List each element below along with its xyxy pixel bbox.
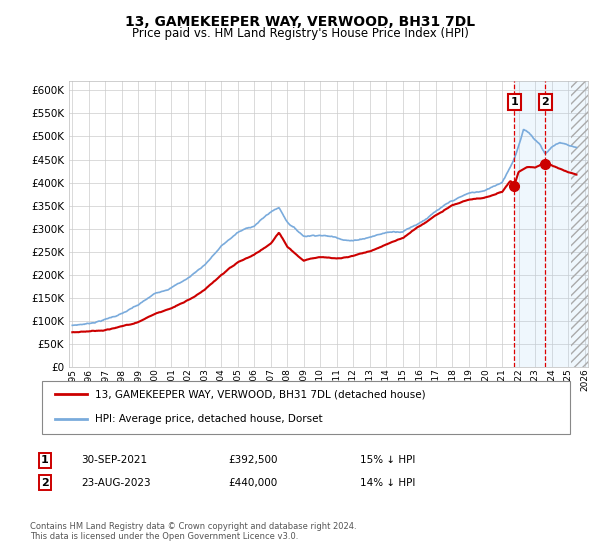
Text: HPI: Average price, detached house, Dorset: HPI: Average price, detached house, Dors…: [95, 414, 322, 424]
Text: £392,500: £392,500: [228, 455, 277, 465]
Text: 23-AUG-2023: 23-AUG-2023: [81, 478, 151, 488]
Bar: [514, 81, 588, 367]
Text: 14% ↓ HPI: 14% ↓ HPI: [360, 478, 415, 488]
Text: Price paid vs. HM Land Registry's House Price Index (HPI): Price paid vs. HM Land Registry's House …: [131, 27, 469, 40]
FancyBboxPatch shape: [42, 381, 570, 434]
Text: 30-SEP-2021: 30-SEP-2021: [81, 455, 147, 465]
Text: 13, GAMEKEEPER WAY, VERWOOD, BH31 7DL (detached house): 13, GAMEKEEPER WAY, VERWOOD, BH31 7DL (d…: [95, 389, 425, 399]
Text: 15% ↓ HPI: 15% ↓ HPI: [360, 455, 415, 465]
Bar: [571, 81, 588, 367]
Bar: [571, 81, 588, 367]
Text: Contains HM Land Registry data © Crown copyright and database right 2024.
This d: Contains HM Land Registry data © Crown c…: [30, 522, 356, 542]
Text: 13, GAMEKEEPER WAY, VERWOOD, BH31 7DL: 13, GAMEKEEPER WAY, VERWOOD, BH31 7DL: [125, 15, 475, 29]
Text: 2: 2: [541, 97, 549, 107]
Text: 1: 1: [511, 97, 518, 107]
Text: £440,000: £440,000: [228, 478, 277, 488]
Text: 1: 1: [41, 455, 49, 465]
Text: 2: 2: [41, 478, 49, 488]
